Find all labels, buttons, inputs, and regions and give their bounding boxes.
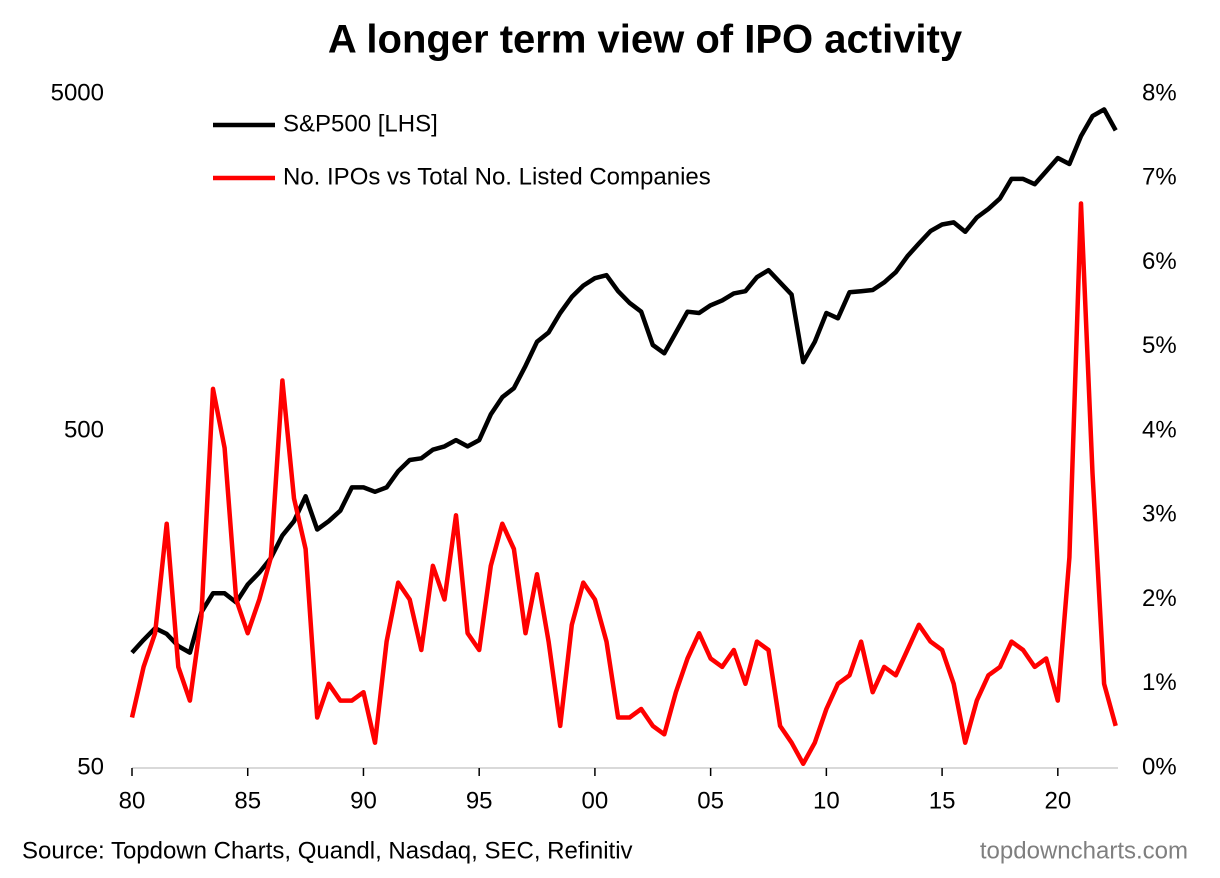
series-line [129,201,1118,767]
y2-tick-label: 3% [1142,501,1177,528]
watermark: topdowncharts.com [980,837,1188,864]
y2-tick-label: 2% [1142,585,1177,612]
x-tick-label: 90 [350,787,377,814]
y-tick-label: 5000 [51,79,104,106]
y2-tick-label: 7% [1142,164,1177,191]
y2-tick-label: 6% [1142,248,1177,275]
series-line [130,107,1118,655]
x-tick-label: 05 [697,787,724,814]
legend-label: S&P500 [LHS] [283,110,438,137]
y-tick-label: 50 [77,753,104,780]
x-tick-label: 00 [582,787,609,814]
y2-tick-label: 5% [1142,332,1177,359]
x-tick-label: 85 [234,787,261,814]
legend-label: No. IPOs vs Total No. Listed Companies [283,163,711,190]
chart-title: A longer term view of IPO activity [328,18,963,62]
x-tick-label: 15 [929,787,956,814]
y2-tick-label: 4% [1142,416,1177,443]
x-tick-label: 20 [1044,787,1071,814]
y2-tick-label: 1% [1142,669,1177,696]
x-tick-label: 10 [813,787,840,814]
x-tick-label: 80 [119,787,146,814]
y-tick-label: 500 [64,416,104,443]
source: Source: Topdown Charts, Quandl, Nasdaq, … [22,837,633,864]
x-tick-label: 95 [466,787,493,814]
y2-tick-label: 8% [1142,79,1177,106]
y2-tick-label: 0% [1142,753,1177,780]
